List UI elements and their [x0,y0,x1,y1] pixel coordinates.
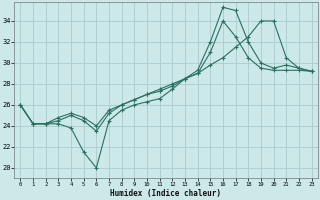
X-axis label: Humidex (Indice chaleur): Humidex (Indice chaleur) [110,189,221,198]
